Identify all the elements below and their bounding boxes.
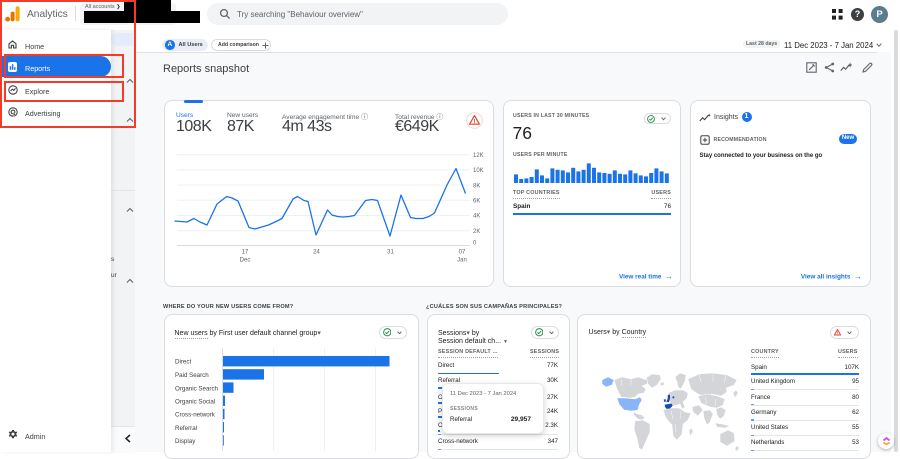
svg-text:Referral: Referral [175,425,197,432]
svg-text:Display: Display [175,438,196,445]
svg-text:8K: 8K [473,183,480,189]
svg-text:Cross-network: Cross-network [175,412,216,419]
svg-text:Organic Search: Organic Search [175,385,219,392]
svg-text:Direct: Direct [175,359,191,366]
svg-text:Paid Search: Paid Search [175,372,209,379]
svg-text:24: 24 [313,250,320,256]
svg-text:6K: 6K [473,199,480,205]
svg-text:10K: 10K [473,168,484,174]
svg-text:4K: 4K [473,214,480,220]
svg-text:2K: 2K [473,229,480,235]
svg-text:Jan: Jan [457,258,467,264]
svg-text:Dec: Dec [240,258,251,264]
svg-text:07: 07 [459,250,466,256]
svg-text:31: 31 [387,250,394,256]
svg-text:17: 17 [242,250,249,256]
svg-text:0: 0 [473,240,477,246]
svg-text:Organic Social: Organic Social [175,399,215,406]
svg-text:12K: 12K [473,153,484,159]
